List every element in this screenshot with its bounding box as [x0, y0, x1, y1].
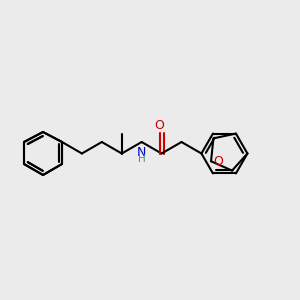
Text: N: N: [137, 146, 146, 158]
Text: H: H: [138, 154, 146, 164]
Text: O: O: [213, 155, 223, 168]
Text: O: O: [155, 119, 164, 132]
